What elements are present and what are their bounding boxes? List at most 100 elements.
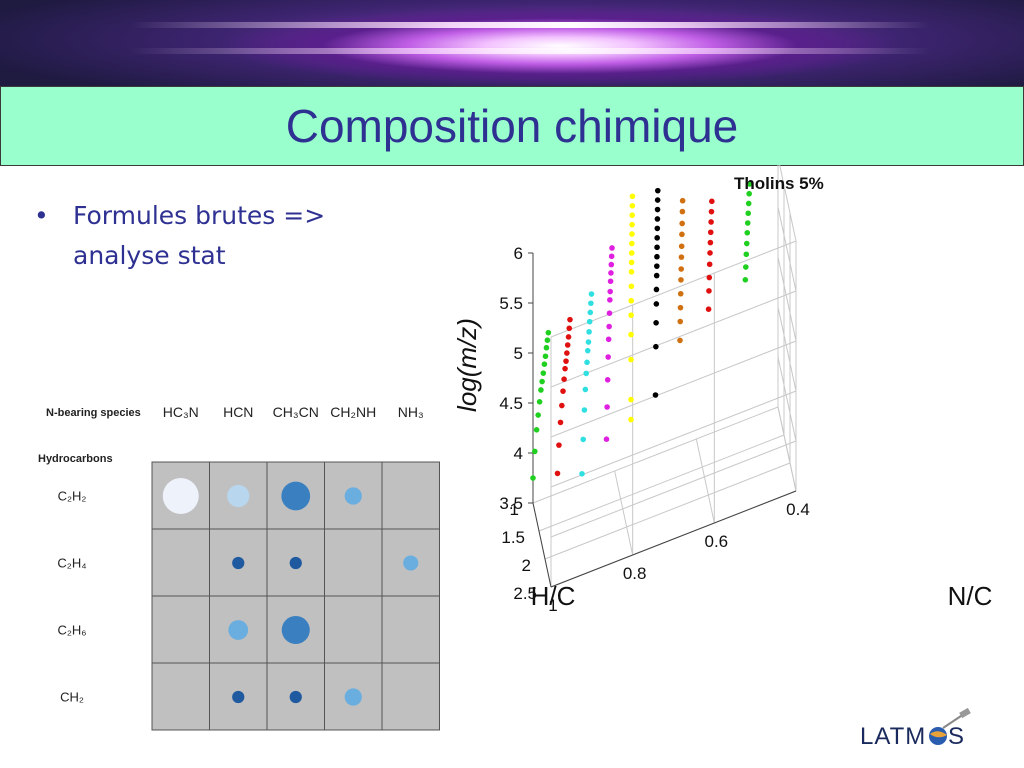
data-point <box>746 190 752 197</box>
data-point <box>677 337 683 344</box>
data-point <box>606 323 612 330</box>
data-point <box>652 392 659 398</box>
data-point <box>556 442 562 448</box>
row-label: CH₂ <box>60 690 84 705</box>
svg-text:LATM: LATM <box>860 723 926 750</box>
data-point <box>608 270 614 276</box>
data-point <box>629 231 635 237</box>
data-point <box>603 436 610 443</box>
row-label: C₂H₂ <box>58 489 87 504</box>
data-point <box>629 221 635 228</box>
data-point <box>628 416 634 423</box>
data-point <box>538 387 544 393</box>
axis-line <box>532 502 552 588</box>
data-point <box>564 350 570 356</box>
data-point <box>707 229 714 236</box>
latmos-logo-graphic: LATM S <box>860 707 971 750</box>
data-point <box>654 263 660 269</box>
data-point <box>628 297 635 304</box>
row-label: C₂H₄ <box>57 556 86 571</box>
data-point <box>581 407 588 413</box>
bullet-marker: • <box>34 201 49 230</box>
grid-line <box>532 406 779 504</box>
grid-line <box>550 390 797 488</box>
data-point <box>562 365 568 372</box>
grid-line <box>550 290 797 388</box>
data-point <box>677 290 684 297</box>
grid-line <box>777 256 797 342</box>
x-axis-label: H/C <box>531 581 576 611</box>
data-point <box>557 419 564 426</box>
bubble <box>228 620 249 640</box>
scatter3d-chart: 3.5 4 4.5 5 5.5 6 1 1.5 2 2.5 1 0.8 0.6 0.4 Tholins 5%… <box>452 165 992 615</box>
data-point <box>653 301 660 307</box>
data-point <box>586 329 592 335</box>
x-tick-label: 2.5 <box>513 584 537 603</box>
data-point <box>604 377 611 383</box>
latmos-logo: LATM S <box>858 706 1008 756</box>
correlation-bubble-grid: N-bearing species Hydrocarbons HC₃N HCN CH₃C… <box>38 404 440 731</box>
y-tick-label: 0.6 <box>705 532 729 551</box>
x-tick-label: 1 <box>510 500 519 519</box>
z-tick-label: 4 <box>514 444 523 463</box>
data-point <box>584 347 591 354</box>
bubble <box>227 484 250 508</box>
data-point <box>579 471 585 477</box>
grid-line <box>550 340 797 438</box>
column-label: NH₃ <box>398 404 424 420</box>
bubble <box>344 688 362 706</box>
data-point <box>629 240 635 247</box>
data-point <box>707 239 714 246</box>
data-point <box>678 254 685 260</box>
data-point <box>678 243 685 250</box>
grid-line <box>779 165 797 242</box>
axis-line <box>550 490 797 588</box>
data-point <box>678 266 684 272</box>
y-tick-label: 1 <box>548 596 557 615</box>
data-point <box>629 212 635 218</box>
data-point <box>654 197 661 203</box>
data-point <box>743 251 750 258</box>
data-point <box>745 210 752 217</box>
data-point <box>585 339 592 345</box>
z-tick-label: 3.5 <box>499 494 523 513</box>
data-point <box>629 202 636 209</box>
data-point <box>561 376 567 382</box>
column-label: CH₂NH <box>330 404 376 420</box>
data-point <box>536 399 543 405</box>
z-tick-label: 6 <box>514 244 523 263</box>
data-point <box>530 475 536 481</box>
data-point <box>582 386 589 393</box>
x-tick-label: 1.5 <box>501 528 525 547</box>
data-point <box>706 274 713 281</box>
data-point <box>604 404 610 410</box>
svg-text:S: S <box>948 723 964 750</box>
data-point <box>628 269 635 275</box>
data-point <box>567 316 573 323</box>
data-point <box>608 261 615 268</box>
bubble <box>281 615 310 645</box>
data-point <box>654 206 661 213</box>
data-point <box>533 427 540 433</box>
data-point <box>543 344 550 351</box>
data-point <box>745 200 752 207</box>
data-point <box>586 318 593 325</box>
z-tick-label: 4.5 <box>499 394 523 413</box>
column-label: HC₃N <box>163 404 199 420</box>
bubble <box>232 690 245 704</box>
data-point <box>609 245 615 251</box>
data-point <box>654 225 661 232</box>
grid-line <box>695 438 715 524</box>
data-point <box>564 342 571 348</box>
data-point <box>678 277 684 283</box>
data-point <box>677 318 684 325</box>
data-point <box>707 250 713 256</box>
data-point <box>744 229 751 236</box>
data-point <box>588 291 595 297</box>
data-point <box>606 310 613 316</box>
data-point <box>605 336 612 343</box>
data-point <box>654 216 661 222</box>
data-point <box>544 337 551 343</box>
data-point <box>708 219 714 225</box>
data-point <box>628 396 634 403</box>
